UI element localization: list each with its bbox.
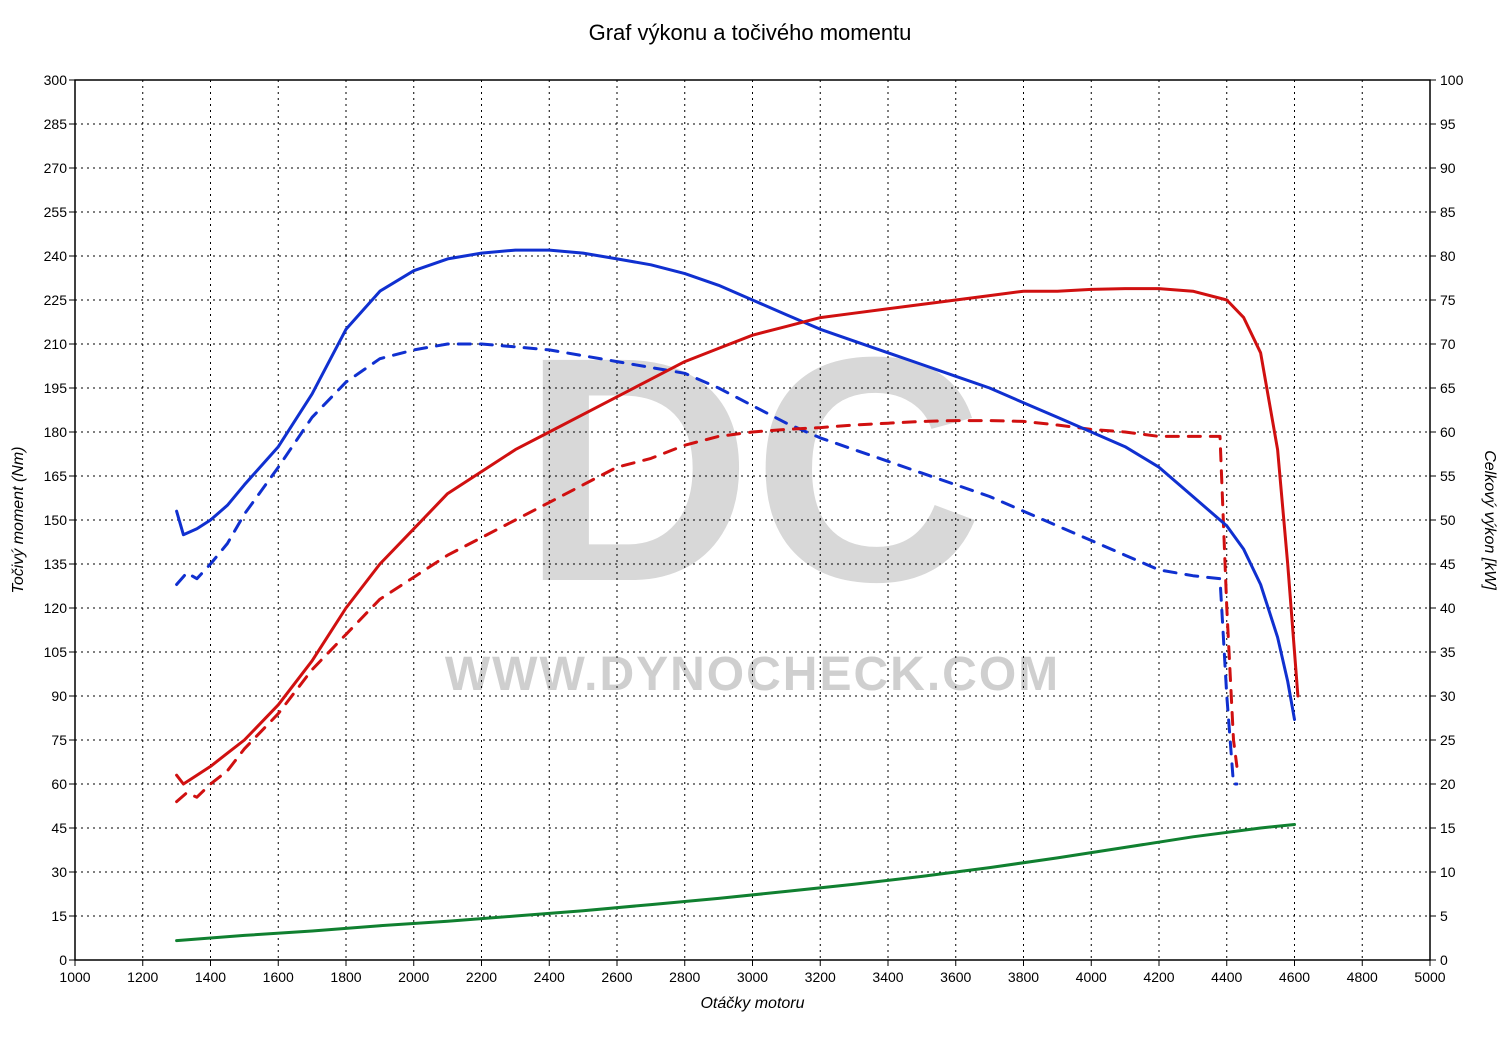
svg-text:95: 95 [1440,116,1456,132]
svg-text:90: 90 [1440,160,1456,176]
svg-text:15: 15 [51,908,67,924]
svg-text:20: 20 [1440,776,1456,792]
svg-text:135: 135 [44,556,68,572]
y-right-axis-label: Celkový výkon [kW] [1481,450,1498,590]
svg-text:75: 75 [51,732,67,748]
svg-text:2600: 2600 [601,969,632,985]
svg-text:75: 75 [1440,292,1456,308]
svg-text:2800: 2800 [669,969,700,985]
svg-text:30: 30 [1440,688,1456,704]
svg-text:55: 55 [1440,468,1456,484]
svg-text:1800: 1800 [330,969,361,985]
svg-text:90: 90 [51,688,67,704]
svg-text:85: 85 [1440,204,1456,220]
svg-text:225: 225 [44,292,68,308]
x-axis-label: Otáčky motoru [700,995,804,1012]
svg-text:70: 70 [1440,336,1456,352]
svg-text:45: 45 [51,820,67,836]
svg-text:2400: 2400 [534,969,565,985]
svg-text:270: 270 [44,160,68,176]
svg-text:45: 45 [1440,556,1456,572]
svg-text:2200: 2200 [466,969,497,985]
svg-text:80: 80 [1440,248,1456,264]
svg-text:35: 35 [1440,644,1456,660]
svg-text:240: 240 [44,248,68,264]
svg-text:195: 195 [44,380,68,396]
svg-text:300: 300 [44,72,68,88]
svg-text:3400: 3400 [872,969,903,985]
svg-text:5: 5 [1440,908,1448,924]
svg-text:10: 10 [1440,864,1456,880]
svg-text:255: 255 [44,204,68,220]
svg-text:3000: 3000 [737,969,768,985]
svg-text:40: 40 [1440,600,1456,616]
svg-text:15: 15 [1440,820,1456,836]
svg-text:4800: 4800 [1347,969,1378,985]
svg-text:105: 105 [44,644,68,660]
svg-text:1600: 1600 [263,969,294,985]
svg-text:150: 150 [44,512,68,528]
svg-text:4400: 4400 [1211,969,1242,985]
svg-text:4200: 4200 [1143,969,1174,985]
svg-text:2000: 2000 [398,969,429,985]
svg-text:30: 30 [51,864,67,880]
svg-text:210: 210 [44,336,68,352]
svg-text:50: 50 [1440,512,1456,528]
svg-text:4600: 4600 [1279,969,1310,985]
y-left-axis-label: Točivý moment (Nm) [10,447,27,594]
svg-text:180: 180 [44,424,68,440]
svg-text:25: 25 [1440,732,1456,748]
svg-text:4000: 4000 [1076,969,1107,985]
svg-text:3200: 3200 [805,969,836,985]
svg-text:60: 60 [51,776,67,792]
chart-title: Graf výkonu a točivého momentu [589,20,912,45]
svg-text:100: 100 [1440,72,1464,88]
svg-text:5000: 5000 [1414,969,1445,985]
svg-text:120: 120 [44,600,68,616]
svg-text:DC: DC [521,290,983,648]
svg-text:165: 165 [44,468,68,484]
svg-text:1400: 1400 [195,969,226,985]
svg-text:0: 0 [59,952,67,968]
svg-text:1200: 1200 [127,969,158,985]
svg-text:65: 65 [1440,380,1456,396]
svg-text:3800: 3800 [1008,969,1039,985]
svg-text:285: 285 [44,116,68,132]
dyno-chart: DCWWW.DYNOCHECK.COM100012001400160018002… [0,0,1500,1041]
svg-text:3600: 3600 [940,969,971,985]
svg-text:1000: 1000 [59,969,90,985]
svg-text:60: 60 [1440,424,1456,440]
svg-text:0: 0 [1440,952,1448,968]
